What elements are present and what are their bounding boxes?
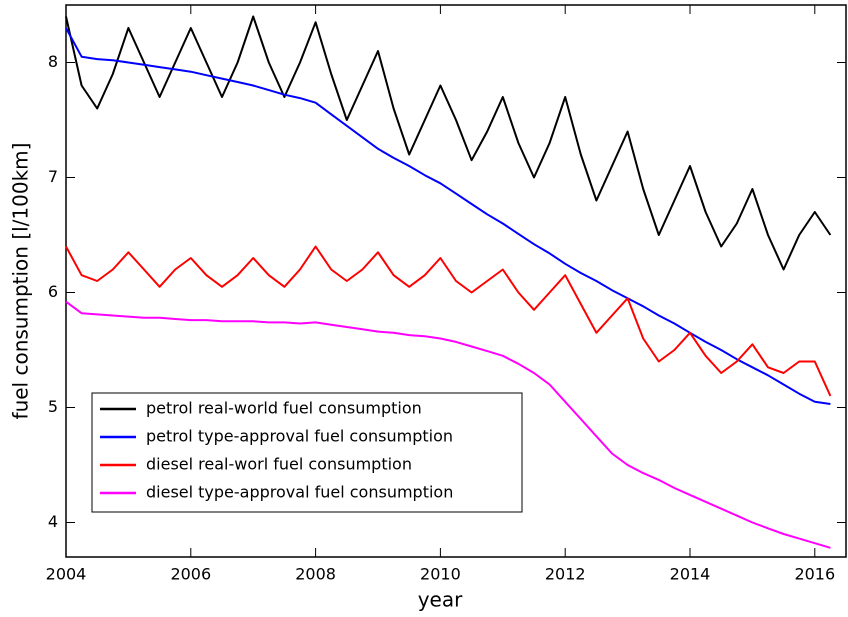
legend-label: diesel type-approval fuel consumption	[146, 483, 453, 502]
y-tick-label: 7	[48, 167, 58, 186]
legend-label: petrol type-approval fuel consumption	[146, 427, 453, 446]
x-tick-label: 2014	[670, 565, 711, 584]
x-tick-label: 2006	[170, 565, 211, 584]
y-tick-label: 4	[48, 512, 58, 531]
plot-frame	[65, 4, 847, 558]
series-line	[65, 300, 831, 549]
x-tick-label: 2016	[794, 565, 835, 584]
x-tick-label: 2010	[420, 565, 461, 584]
legend-label: petrol real-world fuel consumption	[146, 399, 422, 418]
series-line	[65, 27, 831, 405]
series-line	[65, 15, 832, 271]
y-tick-label: 8	[48, 52, 58, 71]
x-tick-label: 2008	[295, 565, 336, 584]
legend-label: diesel real-worl fuel consumption	[146, 455, 412, 474]
y-axis-label: fuel consumption [l/100km]	[9, 143, 33, 420]
x-axis-label: year	[418, 588, 463, 612]
x-tick-label: 2004	[46, 565, 87, 584]
y-tick-label: 5	[48, 397, 58, 416]
series-line	[65, 245, 832, 397]
x-tick-label: 2012	[545, 565, 586, 584]
y-tick-label: 6	[48, 282, 58, 301]
legend-box	[91, 392, 523, 513]
